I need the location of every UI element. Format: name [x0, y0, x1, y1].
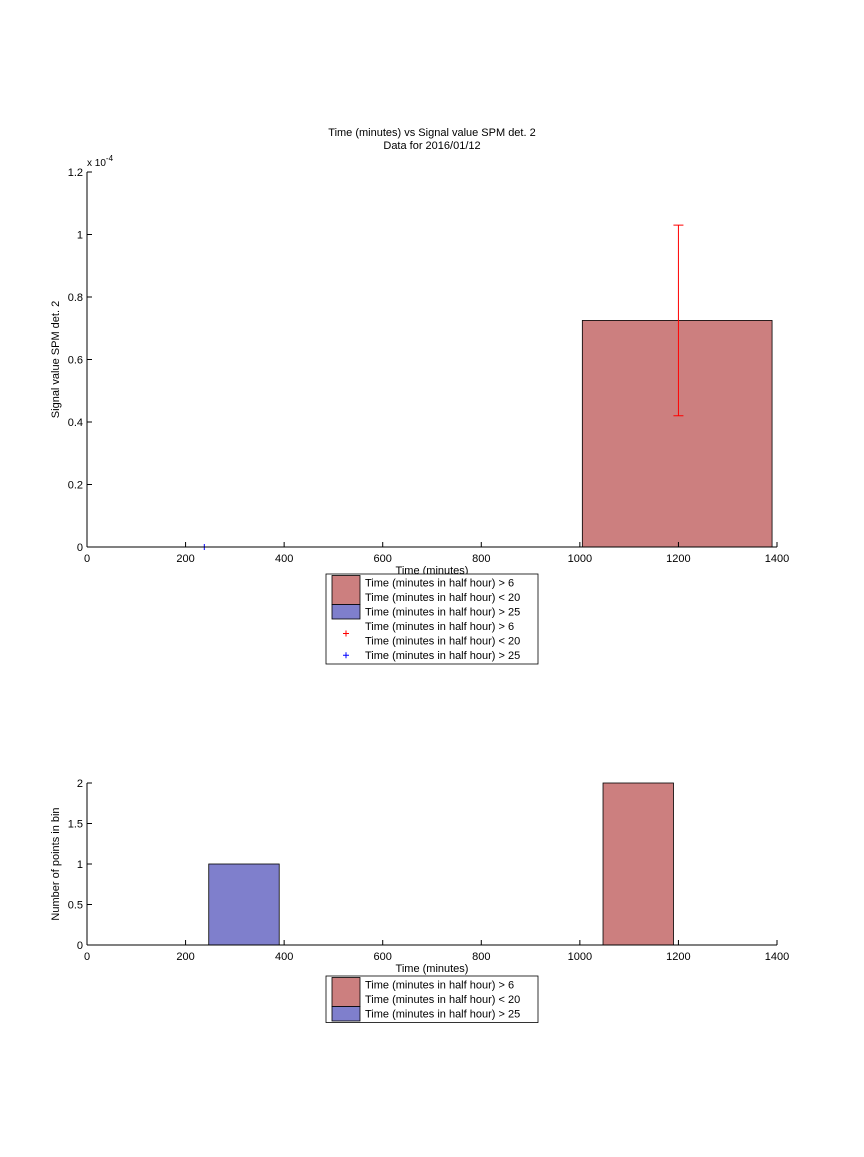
x-tick-label: 1400	[765, 951, 789, 963]
y-tick-label: 0.5	[68, 900, 83, 912]
legend-swatch	[331, 1006, 361, 1022]
x-tick-label: 200	[176, 951, 194, 963]
legend: Time (minutes in half hour) > 6 Time (min…	[325, 573, 539, 665]
chart-2: 0 200 400 600 800 1000 1200 1400 0 0.5 1 1.5 2 Time (…	[50, 778, 789, 1023]
y-tick-label: 0	[77, 940, 83, 952]
x-tick-label: 600	[374, 951, 392, 963]
x-tick-label: 0	[84, 553, 90, 565]
legend-box	[325, 975, 539, 1023]
x-tick-label: 0	[84, 951, 90, 963]
legend-label: Time (minutes in half hour) > 6	[365, 980, 514, 992]
y-tick-label: 1.5	[68, 819, 83, 831]
x-tick-label: 1200	[666, 553, 690, 565]
y-tick-label: 1	[77, 859, 83, 871]
chart-subtitle: Data for 2016/01/12	[383, 140, 480, 152]
x-axis-label: Time (minutes)	[396, 963, 469, 975]
chart-1: Time (minutes) vs Signal value SPM det. …	[50, 127, 789, 665]
x-tick-label: 200	[176, 553, 194, 565]
y-tick-label: 0.4	[68, 417, 83, 429]
x-tick-label: 1400	[765, 553, 789, 565]
x-tick-label: 600	[374, 553, 392, 565]
bar	[602, 782, 674, 946]
y-axis-label: Number of points in bin	[50, 807, 62, 920]
y-tick-label: 2	[77, 778, 83, 790]
legend-label: Time (minutes in half hour) < 20	[365, 994, 520, 1006]
legend-label: Time (minutes in half hour) > 6	[365, 621, 514, 633]
legend-label: Time (minutes in half hour) > 25	[365, 650, 520, 662]
legend-label: Time (minutes in half hour) > 25	[365, 1009, 520, 1021]
y-tick-label: 0	[77, 542, 83, 554]
legend-label: Time (minutes in half hour) > 6	[365, 578, 514, 590]
x-tick-label: 800	[472, 951, 490, 963]
y-exponent-base: x 10	[87, 158, 106, 169]
y-tick-label: 0.2	[68, 480, 83, 492]
x-tick-label: 400	[275, 553, 293, 565]
y-tick-label: 0.8	[68, 292, 83, 304]
y-tick-label: 1	[77, 230, 83, 242]
x-tick-label: 1000	[568, 951, 592, 963]
y-tick-label: 1.2	[68, 167, 83, 179]
x-tick-label: 1000	[568, 553, 592, 565]
x-tick-label: 400	[275, 951, 293, 963]
x-tick-label: 800	[472, 553, 490, 565]
legend: Time (minutes in half hour) > 6 Time (min…	[325, 975, 539, 1023]
legend-swatch	[331, 604, 361, 620]
y-axis-label: Signal value SPM det. 2	[50, 301, 62, 418]
y-tick-label: 0.6	[68, 355, 83, 367]
chart-title: Time (minutes) vs Signal value SPM det. …	[328, 127, 535, 139]
x-tick-label: 1200	[666, 951, 690, 963]
y-exponent-power: -4	[106, 154, 114, 163]
legend-swatch	[331, 977, 361, 1007]
legend-label: Time (minutes in half hour) < 20	[365, 636, 520, 648]
bar	[581, 320, 773, 548]
legend-label: Time (minutes in half hour) > 25	[365, 607, 520, 619]
legend-label: Time (minutes in half hour) < 20	[365, 592, 520, 604]
legend-box	[325, 573, 539, 665]
bar	[208, 863, 280, 946]
y-exponent-label: x 10-4	[87, 154, 114, 169]
legend-swatch	[331, 575, 361, 605]
